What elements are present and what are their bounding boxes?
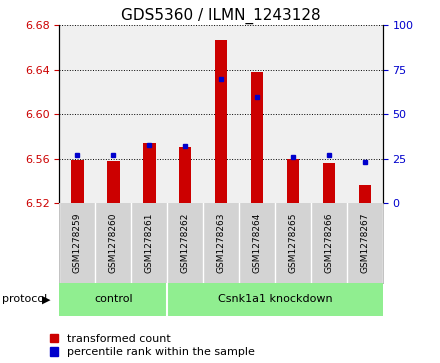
Text: GSM1278266: GSM1278266 xyxy=(324,213,334,273)
Bar xyxy=(323,163,335,203)
Text: GSM1278259: GSM1278259 xyxy=(73,213,82,273)
Text: GSM1278262: GSM1278262 xyxy=(181,213,190,273)
Text: GSM1278261: GSM1278261 xyxy=(145,213,154,273)
Text: protocol: protocol xyxy=(2,294,48,305)
Title: GDS5360 / ILMN_1243128: GDS5360 / ILMN_1243128 xyxy=(121,8,321,24)
Bar xyxy=(143,143,155,203)
Bar xyxy=(359,185,371,203)
Bar xyxy=(251,72,263,203)
Text: GSM1278265: GSM1278265 xyxy=(289,213,297,273)
Text: GSM1278267: GSM1278267 xyxy=(360,213,369,273)
Bar xyxy=(215,40,227,203)
Legend: transformed count, percentile rank within the sample: transformed count, percentile rank withi… xyxy=(50,334,255,358)
Bar xyxy=(179,147,191,203)
Text: control: control xyxy=(94,294,132,305)
Text: GSM1278260: GSM1278260 xyxy=(109,213,118,273)
Bar xyxy=(287,159,299,203)
Text: GSM1278263: GSM1278263 xyxy=(216,213,226,273)
Bar xyxy=(71,160,84,203)
Text: ▶: ▶ xyxy=(42,294,50,305)
Bar xyxy=(107,161,120,203)
Text: GSM1278264: GSM1278264 xyxy=(253,213,261,273)
Text: Csnk1a1 knockdown: Csnk1a1 knockdown xyxy=(218,294,332,305)
